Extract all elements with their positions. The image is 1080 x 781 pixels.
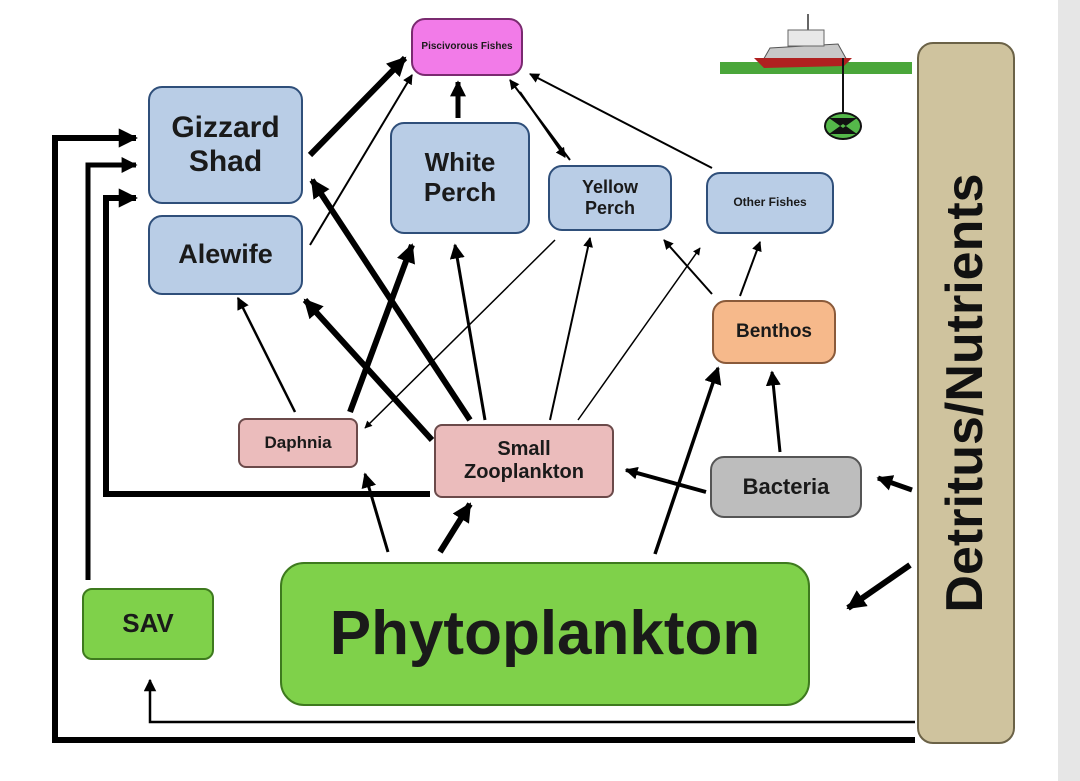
node-benthos: Benthos (712, 300, 836, 364)
node-sav: SAV (82, 588, 214, 660)
arrow-sav-to-gizzard (85, 156, 138, 580)
node-alewife: Alewife (148, 215, 303, 295)
arrow-benthos-to-yellowperch (663, 239, 713, 295)
arrow-otherfishes-to-piscivorous (529, 73, 713, 169)
arrow-phyto-to-benthos (653, 366, 722, 555)
arrow-benthos-to-otherfishes (739, 241, 762, 297)
arrow-daphnia-to-whiteperch (347, 243, 415, 414)
arrow-phyto-to-daphnia (361, 472, 390, 553)
research-boat-icon (720, 14, 912, 140)
arrow-alewife-to-piscivorous (309, 74, 413, 246)
arrow-bacteria-to-smallzoo (624, 466, 707, 494)
node-gizzard-shad: Gizzard Shad (148, 86, 303, 204)
arrow-detritus-to-bacteria (876, 475, 913, 493)
arrow-bottom-loop-to-gizzard (52, 128, 915, 743)
arrow-smallzoo-to-gizzard-left (103, 188, 430, 497)
arrow-bacteria-to-benthos (765, 370, 782, 453)
node-small-zooplankton: Small Zooplankton (434, 424, 614, 498)
detritus-label: Detritus/Nutrients (936, 173, 995, 613)
arrow-phyto-to-smallzoo (437, 502, 473, 554)
arrow-smallzoo-to-alewife (302, 297, 435, 443)
node-piscivorous-fishes: Piscivorous Fishes (411, 18, 523, 76)
arrow-smallzoo-to-gizzard (309, 178, 473, 422)
node-daphnia: Daphnia (238, 418, 358, 468)
node-phytoplankton: Phytoplankton (280, 562, 810, 706)
arrow-daphnia-to-alewife (236, 296, 297, 413)
node-white-perch: White Perch (390, 122, 530, 234)
node-yellow-perch: Yellow Perch (548, 165, 672, 231)
arrow-detritus-to-phyto (846, 562, 912, 611)
arrow-detritus-to-sav (143, 678, 915, 724)
node-detritus-nutrients: Detritus/Nutrients (917, 42, 1015, 744)
sampling-buoy-icon (824, 112, 862, 140)
node-other-fishes: Other Fishes (706, 172, 834, 234)
right-margin-strip (1058, 0, 1080, 781)
arrow-smallzoo-to-yellowperch (549, 237, 593, 421)
arrow-yellowperch-to-daphnia (364, 239, 556, 429)
arrow-smallzoo-to-whiteperch (449, 243, 487, 421)
node-bacteria: Bacteria (710, 456, 862, 518)
arrow-gizzard-to-piscivorous (307, 55, 408, 158)
arrow-smallzoo-to-otherfishes (577, 247, 701, 421)
